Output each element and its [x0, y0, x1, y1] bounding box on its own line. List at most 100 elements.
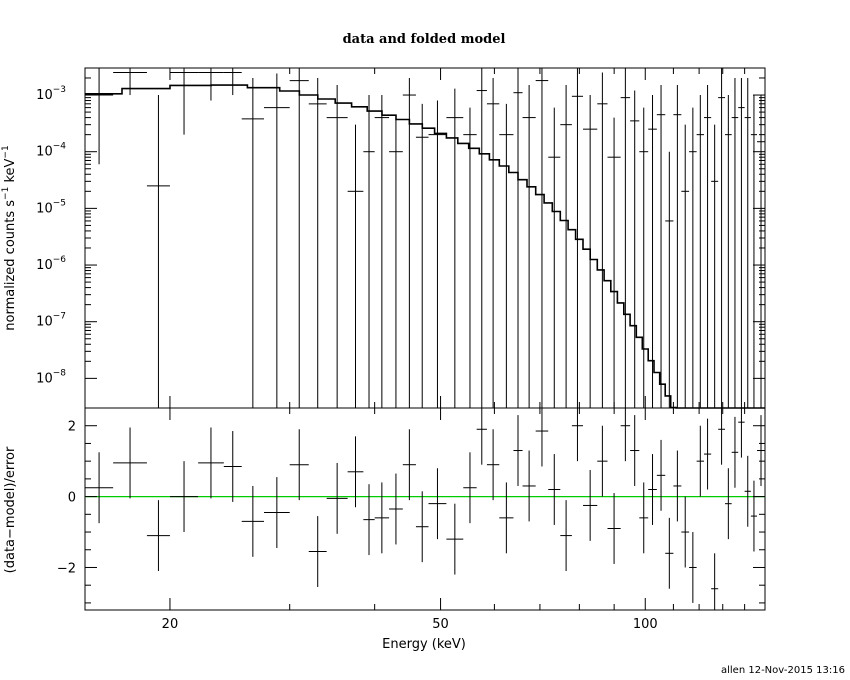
- data-point: [665, 151, 674, 408]
- data-point: [630, 90, 640, 408]
- residual-point: [560, 500, 572, 572]
- residual-point: [223, 431, 242, 502]
- data-point: [725, 95, 732, 408]
- data-point: [476, 68, 487, 408]
- residual-point: [757, 415, 765, 486]
- x-tick-label: 50: [432, 617, 449, 632]
- residual-point: [146, 500, 170, 572]
- data-point: [703, 85, 712, 408]
- residual-point: [402, 429, 416, 501]
- y-tick-label: 10−5: [36, 198, 66, 216]
- residual-point: [656, 439, 666, 511]
- residual-point: [673, 450, 682, 522]
- residual-point: [718, 408, 726, 465]
- y-tick-label: 10−8: [36, 368, 66, 386]
- residual-point: [241, 485, 265, 557]
- data-point: [571, 68, 584, 408]
- footer-timestamp: allen 12-Nov-2015 13:16: [721, 665, 845, 676]
- data-point: [750, 95, 758, 408]
- residual-point: [113, 427, 147, 499]
- data-point: [731, 77, 739, 408]
- data-point: [499, 103, 514, 408]
- data-point: [428, 100, 447, 408]
- data-point: [389, 117, 403, 408]
- residual-point: [744, 455, 751, 527]
- data-point: [113, 68, 147, 96]
- data-point: [656, 85, 666, 408]
- data-point: [85, 68, 114, 165]
- residual-point: [198, 427, 224, 499]
- residual-point: [620, 408, 631, 462]
- residual-point: [264, 477, 290, 548]
- residual-point: [583, 470, 598, 541]
- x-tick-label: 20: [162, 617, 179, 632]
- spectrum-data-points: [85, 68, 765, 408]
- data-point: [241, 77, 265, 408]
- data-point: [446, 88, 464, 408]
- residual-point: [696, 425, 704, 497]
- residual-point: [326, 462, 348, 534]
- residual-point: [548, 454, 561, 525]
- data-point: [308, 77, 327, 408]
- y-tick-label: 10−4: [36, 142, 66, 160]
- data-point: [347, 124, 364, 408]
- data-point: [169, 68, 199, 135]
- residual-point: [486, 429, 500, 501]
- model-histogram-line: [85, 84, 765, 409]
- residual-point: [363, 484, 375, 556]
- data-point: [696, 95, 704, 408]
- folded-model-histogram: [85, 84, 765, 409]
- spectrum-x-ticks: [169, 68, 766, 408]
- y-tick-label: 0: [68, 491, 76, 506]
- residual-point: [389, 473, 403, 545]
- x-tick-label: 100: [633, 617, 658, 632]
- spectrum-y-axis-label: normalized counts s−1 keV−1: [1, 145, 18, 330]
- residual-point: [703, 418, 712, 490]
- residual-point: [476, 408, 487, 465]
- data-point: [689, 107, 697, 408]
- residual-point: [731, 416, 739, 488]
- data-point: [711, 124, 719, 408]
- data-point: [607, 117, 621, 408]
- residual-point: [648, 454, 657, 525]
- residual-point: [738, 408, 745, 458]
- residual-point: [665, 517, 674, 589]
- residuals-panel: −2 0 2 20 50 100 (data−model)/error Energy (…: [3, 407, 766, 652]
- residual-point: [169, 461, 199, 533]
- data-point: [738, 77, 745, 408]
- residual-point: [630, 415, 640, 486]
- data-point: [486, 77, 500, 408]
- residual-point: [308, 516, 327, 587]
- residual-point: [639, 482, 649, 554]
- residual-point: [347, 436, 364, 508]
- residual-point: [535, 408, 549, 467]
- residual-point: [428, 468, 447, 540]
- spectrum-plot-frame: [84, 67, 766, 409]
- residuals-y-axis-label: (data−model)/error: [3, 446, 18, 573]
- residual-point: [499, 482, 514, 554]
- data-point: [744, 77, 751, 408]
- residuals-x-ticks: 20 50 100: [162, 408, 766, 632]
- residual-point: [681, 496, 690, 568]
- data-point: [198, 68, 224, 101]
- residual-point: [689, 532, 697, 603]
- residual-point: [725, 468, 732, 540]
- data-point: [363, 95, 375, 408]
- y-tick-label: 10−3: [36, 85, 66, 103]
- data-point: [463, 107, 477, 408]
- residuals-y-ticks: −2 0 2: [57, 407, 765, 604]
- residual-point: [571, 408, 584, 462]
- data-point: [718, 68, 726, 408]
- y-tick-label: 10−6: [36, 255, 66, 273]
- data-point: [681, 124, 690, 408]
- y-tick-label: 10−7: [36, 312, 66, 330]
- data-point: [639, 107, 649, 408]
- residual-point: [289, 429, 309, 501]
- data-point: [648, 95, 657, 408]
- data-point: [513, 68, 523, 408]
- data-point: [597, 72, 608, 408]
- residual-point: [463, 452, 477, 524]
- residual-point: [750, 480, 758, 552]
- data-point: [522, 85, 536, 408]
